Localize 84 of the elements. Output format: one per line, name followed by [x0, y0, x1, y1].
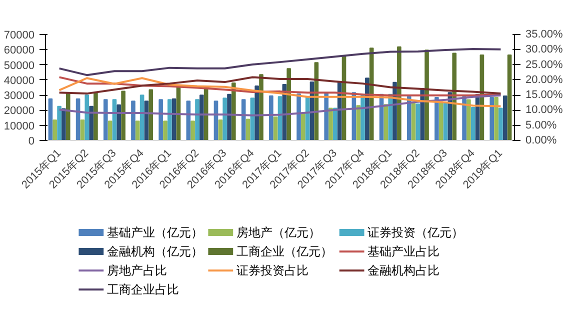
y2-tick-label: 25.00% [526, 58, 564, 71]
bar [420, 88, 425, 140]
bar [246, 118, 250, 140]
bar [273, 116, 278, 140]
y-tick-label: 40000 [4, 74, 35, 87]
bar [222, 98, 227, 140]
legend-label: 房地产占比 [106, 264, 167, 278]
bar [158, 99, 163, 140]
y-tick-label: 30000 [4, 90, 35, 102]
bar [121, 90, 126, 140]
bar [218, 120, 223, 140]
y2-tick-label: 10.00% [526, 104, 564, 116]
y2-tick-label: 15.00% [526, 89, 564, 102]
bar [84, 94, 90, 140]
y-tick-label: 50000 [4, 60, 35, 72]
bar [89, 106, 94, 140]
bar [116, 104, 122, 140]
y2-tick-label: 0.00% [526, 134, 557, 146]
bar [135, 120, 140, 140]
bar [462, 96, 466, 140]
legend-label: 基础产业占比 [368, 244, 440, 258]
legend-label: 证券投资占比 [236, 264, 308, 278]
bar [80, 120, 85, 140]
bar [148, 89, 154, 140]
bar [48, 98, 53, 140]
bar [66, 93, 70, 140]
bar [52, 120, 58, 140]
line-series [58, 77, 502, 108]
legend-label: 基础产业（亿元） [106, 226, 203, 240]
bar [466, 99, 471, 140]
bar [494, 96, 498, 140]
bar [301, 112, 306, 140]
y-tick-label: 20000 [4, 105, 35, 118]
bar [190, 120, 195, 140]
bar [443, 102, 448, 140]
y-tick-label: 0 [28, 136, 35, 148]
bar [57, 106, 62, 140]
legend-label: 金融机构（亿元） [106, 244, 203, 258]
legend-label: 房地产（亿元） [236, 226, 320, 240]
y2-tick-label: 5.00% [526, 119, 557, 132]
bar [498, 108, 503, 140]
bar [199, 94, 204, 140]
legend-label: 工商企业占比 [106, 282, 179, 296]
bar [328, 108, 333, 140]
bar [94, 92, 98, 140]
bar [406, 96, 412, 140]
bar [131, 100, 136, 140]
bar [163, 120, 168, 140]
bar [333, 108, 338, 140]
legend-label: 证券投资（亿元） [368, 226, 464, 240]
bar [296, 94, 301, 140]
bar [424, 50, 429, 140]
bar [416, 104, 420, 140]
bar [397, 46, 402, 140]
legend-label: 金融机构占比 [368, 264, 440, 278]
y2-tick-label: 35.00% [526, 28, 564, 40]
bar [356, 105, 361, 140]
bar [411, 102, 416, 140]
y-tick-label: 70000 [4, 30, 35, 42]
bar [269, 95, 274, 140]
bar [254, 85, 259, 140]
y-tick-label: 60000 [4, 44, 35, 57]
bar [438, 101, 444, 140]
line-series [58, 94, 502, 116]
y2-tick-label: 20.00% [526, 74, 564, 86]
line-series [58, 48, 502, 76]
legend-label: 工商企业（亿元） [236, 244, 332, 258]
y-tick-label: 10000 [4, 120, 35, 132]
bar [259, 74, 264, 140]
bar [231, 82, 236, 140]
bar [502, 95, 508, 140]
bar [507, 54, 512, 140]
bar [108, 120, 112, 140]
bar [227, 94, 232, 140]
bar [434, 96, 439, 140]
bar [324, 92, 329, 140]
bar [452, 52, 457, 140]
bar [103, 99, 108, 140]
bar [62, 108, 66, 140]
y2-tick-label: 30.00% [526, 44, 564, 56]
bar [195, 99, 200, 140]
bar [167, 99, 172, 140]
bar [470, 106, 476, 140]
bar [490, 96, 494, 140]
